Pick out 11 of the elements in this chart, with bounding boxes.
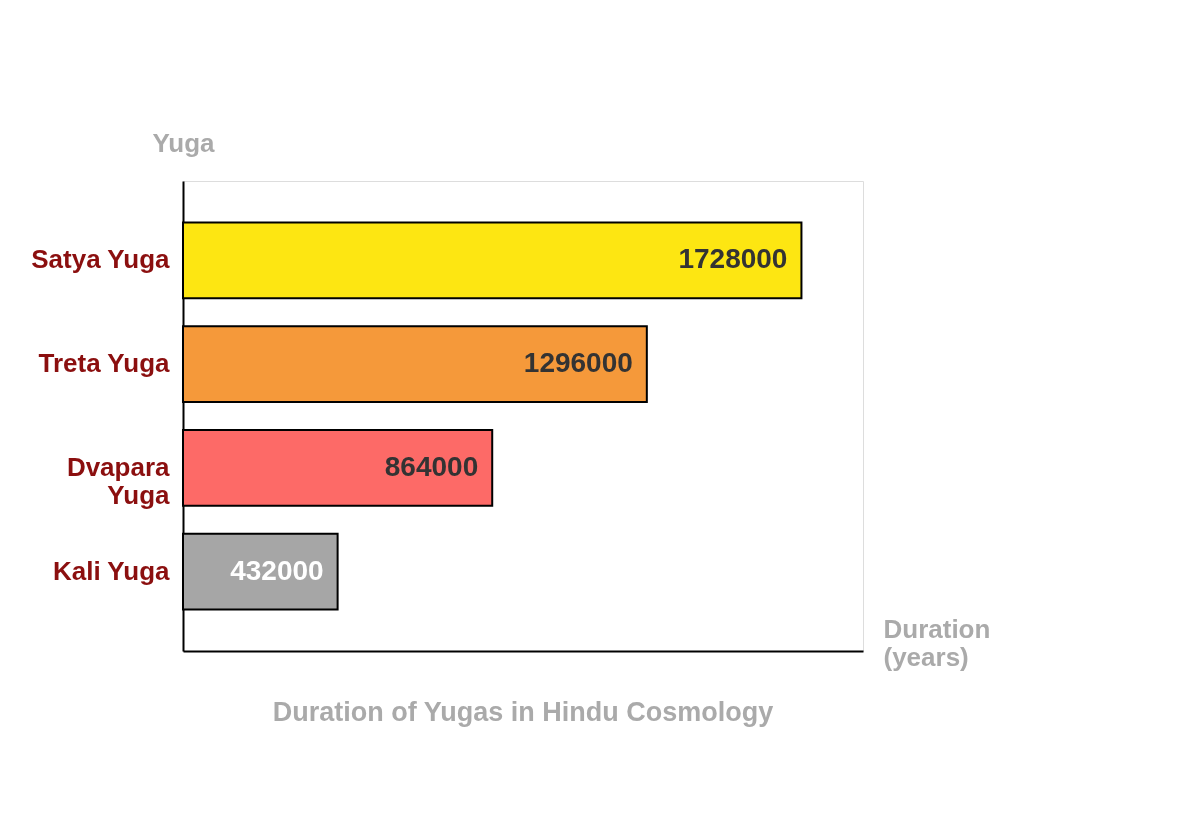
- y-tick-label: Treta Yuga: [38, 348, 171, 379]
- data-label: 1728000: [678, 243, 788, 275]
- data-label: 1296000: [523, 347, 633, 379]
- text: Duration of Yugas in Hindu Cosmology: [272, 697, 774, 727]
- x-axis-title: Duration (years): [883, 613, 991, 672]
- data-label: 864000: [384, 450, 479, 482]
- y-tick-label: Kali Yuga: [52, 555, 171, 586]
- y-tick-label: Satya Yuga: [31, 244, 171, 275]
- y-tick-label: Dvapara Yuga: [66, 451, 171, 510]
- y-axis-title: Yuga: [152, 127, 216, 158]
- data-label: 432000: [230, 554, 324, 586]
